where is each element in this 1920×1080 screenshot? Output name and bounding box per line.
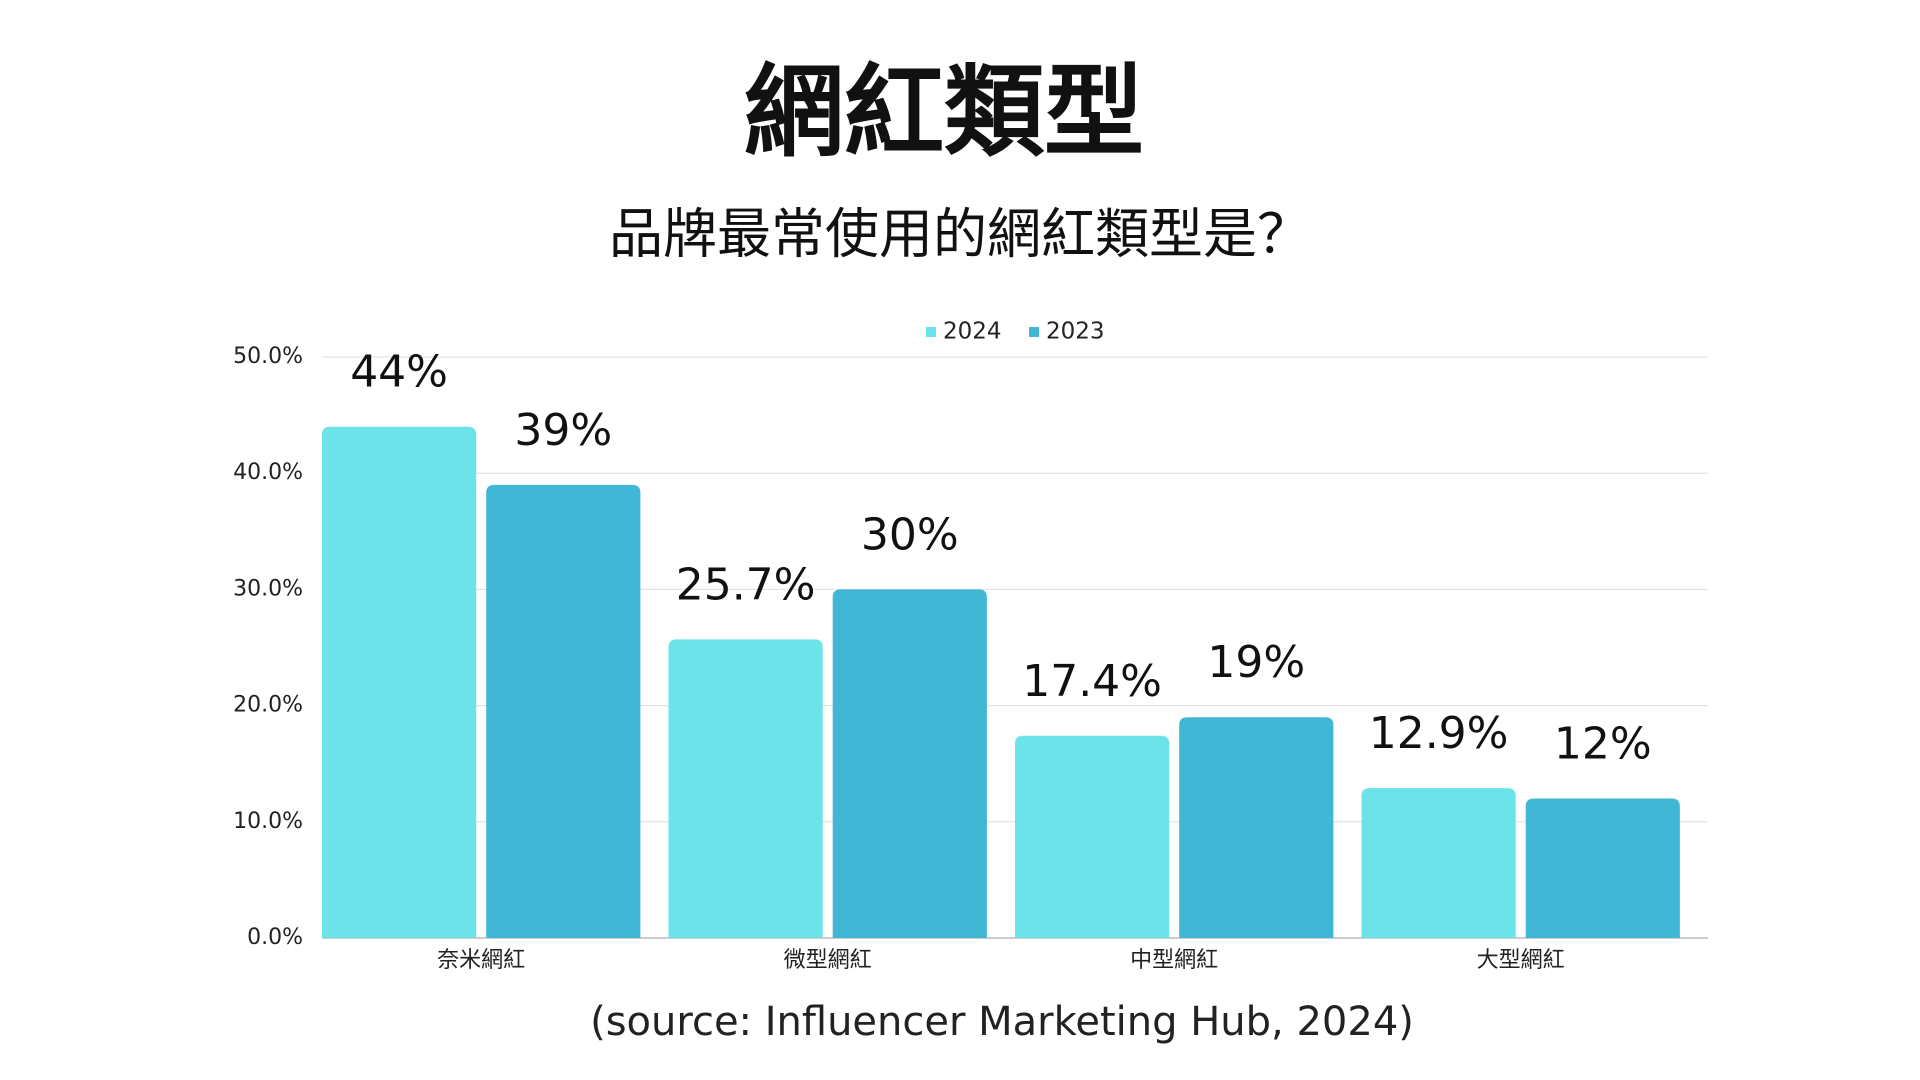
legend-swatch [1029, 327, 1039, 337]
y-tick-label: 20.0% [233, 693, 303, 718]
x-tick-label: 奈米網紅 [437, 948, 525, 973]
bar [322, 426, 477, 938]
y-tick-label: 0.0% [247, 925, 303, 950]
x-tick-label: 微型網紅 [784, 948, 872, 973]
value-label: 17.4% [1022, 656, 1162, 707]
bar [1361, 788, 1516, 938]
value-label: 44% [350, 347, 448, 398]
bar [486, 484, 641, 938]
bar [668, 639, 823, 938]
legend-swatch [926, 327, 936, 337]
y-tick-label: 40.0% [233, 460, 303, 485]
bar [1525, 798, 1680, 938]
chart-title: 網紅類型 [744, 53, 1144, 170]
bar [832, 589, 987, 938]
y-tick-label: 50.0% [233, 344, 303, 369]
x-tick-label: 大型網紅 [1477, 948, 1565, 973]
y-tick-label: 10.0% [233, 809, 303, 834]
chart-subtitle: 品牌最常使用的網紅類型是？ [609, 203, 1311, 266]
legend-label: 2023 [1046, 319, 1105, 345]
legend-label: 2024 [943, 319, 1002, 345]
x-tick-label: 中型網紅 [1130, 948, 1218, 973]
value-label: 39% [514, 405, 612, 456]
bar [1015, 735, 1170, 938]
value-label: 30% [861, 509, 959, 560]
y-tick-label: 30.0% [233, 576, 303, 601]
value-label: 25.7% [676, 559, 816, 610]
value-label: 12.9% [1369, 708, 1509, 759]
source-note: (source: Influencer Marketing Hub, 2024) [590, 999, 1414, 1045]
bar [1179, 717, 1334, 938]
value-label: 12% [1554, 719, 1652, 770]
value-label: 19% [1207, 637, 1305, 688]
